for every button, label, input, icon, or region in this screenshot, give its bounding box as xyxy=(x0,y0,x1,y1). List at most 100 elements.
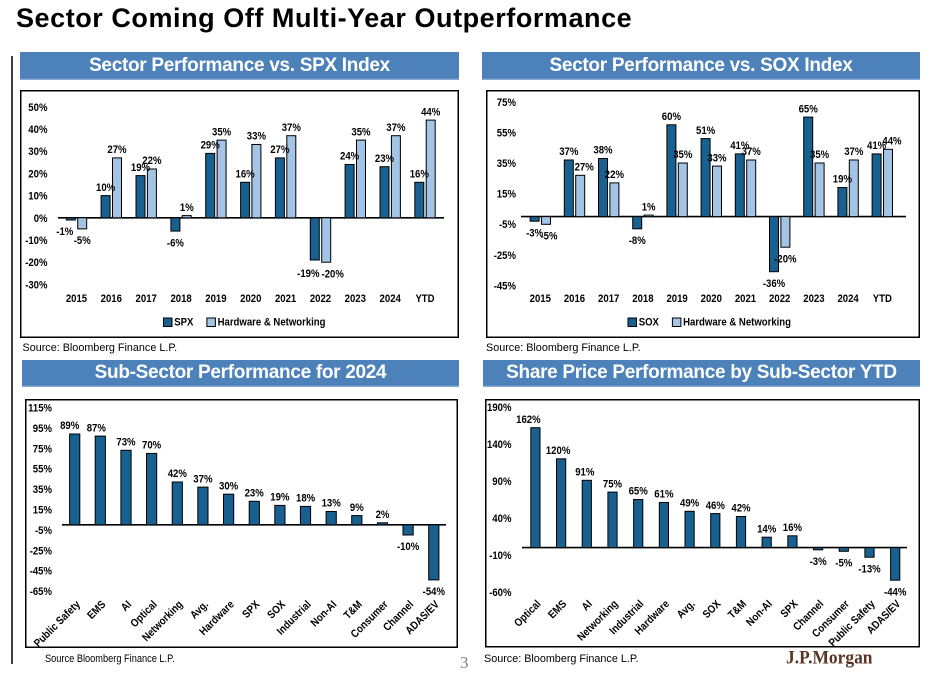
svg-text:10%: 10% xyxy=(28,191,47,203)
svg-text:-5%: -5% xyxy=(541,230,558,242)
svg-text:-3%: -3% xyxy=(810,556,827,568)
svg-text:-20%: -20% xyxy=(25,257,47,269)
svg-text:35%: 35% xyxy=(497,158,516,170)
svg-text:91%: 91% xyxy=(575,467,594,479)
svg-text:29%: 29% xyxy=(201,140,220,152)
svg-text:70%: 70% xyxy=(142,439,161,451)
svg-text:0%: 0% xyxy=(34,213,48,225)
svg-text:2021: 2021 xyxy=(735,293,756,305)
svg-text:95%: 95% xyxy=(32,422,51,434)
svg-text:-25%: -25% xyxy=(29,545,51,557)
svg-text:2020: 2020 xyxy=(240,293,261,305)
svg-text:9%: 9% xyxy=(349,501,363,513)
svg-text:SOX: SOX xyxy=(639,317,660,329)
svg-text:Hardware & Networking: Hardware & Networking xyxy=(218,317,326,329)
svg-text:-45%: -45% xyxy=(29,565,51,577)
svg-text:-5%: -5% xyxy=(74,235,91,247)
svg-text:115%: 115% xyxy=(28,402,52,414)
svg-text:2%: 2% xyxy=(375,509,389,521)
svg-text:18%: 18% xyxy=(296,492,315,504)
svg-text:75%: 75% xyxy=(32,443,51,455)
svg-text:30%: 30% xyxy=(219,480,238,492)
svg-text:190%: 190% xyxy=(487,402,512,414)
svg-text:51%: 51% xyxy=(696,125,715,137)
svg-text:J.P.Morgan: J.P.Morgan xyxy=(786,648,873,669)
svg-text:-10%: -10% xyxy=(25,235,47,247)
svg-text:61%: 61% xyxy=(654,489,673,501)
svg-text:-45%: -45% xyxy=(494,280,516,292)
svg-text:37%: 37% xyxy=(559,146,578,158)
svg-text:35%: 35% xyxy=(673,149,692,161)
svg-text:2016: 2016 xyxy=(101,293,122,305)
svg-text:-6%: -6% xyxy=(167,237,184,249)
svg-text:Hardware & Networking: Hardware & Networking xyxy=(683,317,791,329)
svg-text:44%: 44% xyxy=(421,106,440,118)
svg-text:2022: 2022 xyxy=(769,293,790,305)
svg-text:19%: 19% xyxy=(833,174,852,186)
svg-text:41%: 41% xyxy=(730,140,749,152)
svg-text:37%: 37% xyxy=(282,122,301,134)
svg-text:2020: 2020 xyxy=(701,293,722,305)
svg-text:35%: 35% xyxy=(351,126,370,138)
svg-text:22%: 22% xyxy=(605,169,624,181)
svg-text:27%: 27% xyxy=(270,144,289,156)
svg-text:-30%: -30% xyxy=(25,279,47,291)
svg-text:-65%: -65% xyxy=(29,586,51,598)
svg-text:120%: 120% xyxy=(546,445,571,457)
svg-text:15%: 15% xyxy=(32,504,51,516)
svg-text:-13%: -13% xyxy=(858,563,880,575)
svg-text:38%: 38% xyxy=(593,145,612,157)
svg-text:87%: 87% xyxy=(86,422,105,434)
svg-text:-10%: -10% xyxy=(396,541,418,553)
svg-text:20%: 20% xyxy=(28,168,47,180)
svg-text:40%: 40% xyxy=(28,124,47,136)
svg-text:-60%: -60% xyxy=(489,587,511,599)
svg-text:-5%: -5% xyxy=(499,219,516,231)
svg-text:2023: 2023 xyxy=(345,293,366,305)
svg-text:2017: 2017 xyxy=(136,293,157,305)
svg-text:2021: 2021 xyxy=(275,293,296,305)
svg-text:2023: 2023 xyxy=(803,293,824,305)
svg-text:23%: 23% xyxy=(375,153,394,165)
svg-text:35%: 35% xyxy=(32,484,51,496)
svg-text:-5%: -5% xyxy=(35,524,52,536)
svg-text:-5%: -5% xyxy=(835,558,852,570)
svg-text:-54%: -54% xyxy=(422,586,444,598)
svg-text:15%: 15% xyxy=(497,189,516,201)
svg-text:2019: 2019 xyxy=(205,293,226,305)
svg-text:89%: 89% xyxy=(60,420,79,432)
svg-text:35%: 35% xyxy=(810,149,829,161)
svg-text:55%: 55% xyxy=(32,463,51,475)
svg-text:50%: 50% xyxy=(28,102,47,114)
svg-text:1%: 1% xyxy=(642,201,656,213)
svg-text:55%: 55% xyxy=(497,127,516,139)
svg-text:2022: 2022 xyxy=(310,293,331,305)
svg-text:33%: 33% xyxy=(247,131,266,143)
svg-text:-25%: -25% xyxy=(494,250,516,262)
svg-text:19%: 19% xyxy=(131,162,150,174)
svg-text:2018: 2018 xyxy=(170,293,191,305)
svg-text:16%: 16% xyxy=(236,169,255,181)
svg-text:46%: 46% xyxy=(706,500,725,512)
svg-text:75%: 75% xyxy=(603,478,622,490)
svg-text:-10%: -10% xyxy=(489,550,511,562)
svg-text:SPX: SPX xyxy=(174,317,194,329)
svg-text:2017: 2017 xyxy=(598,293,619,305)
svg-text:90%: 90% xyxy=(492,476,511,488)
svg-text:1%: 1% xyxy=(180,202,194,214)
svg-text:-20%: -20% xyxy=(322,268,344,280)
svg-text:-44%: -44% xyxy=(884,586,906,598)
svg-text:2024: 2024 xyxy=(837,293,859,305)
svg-text:65%: 65% xyxy=(629,486,648,498)
svg-text:2019: 2019 xyxy=(666,293,687,305)
svg-text:16%: 16% xyxy=(783,522,802,534)
svg-text:-8%: -8% xyxy=(629,235,646,247)
svg-text:37%: 37% xyxy=(844,146,863,158)
svg-text:33%: 33% xyxy=(707,152,726,164)
svg-text:2016: 2016 xyxy=(564,293,585,305)
svg-text:27%: 27% xyxy=(107,144,126,156)
svg-text:41%: 41% xyxy=(867,140,886,152)
svg-text:YTD: YTD xyxy=(415,293,434,305)
svg-text:22%: 22% xyxy=(142,155,161,167)
svg-text:16%: 16% xyxy=(410,169,429,181)
